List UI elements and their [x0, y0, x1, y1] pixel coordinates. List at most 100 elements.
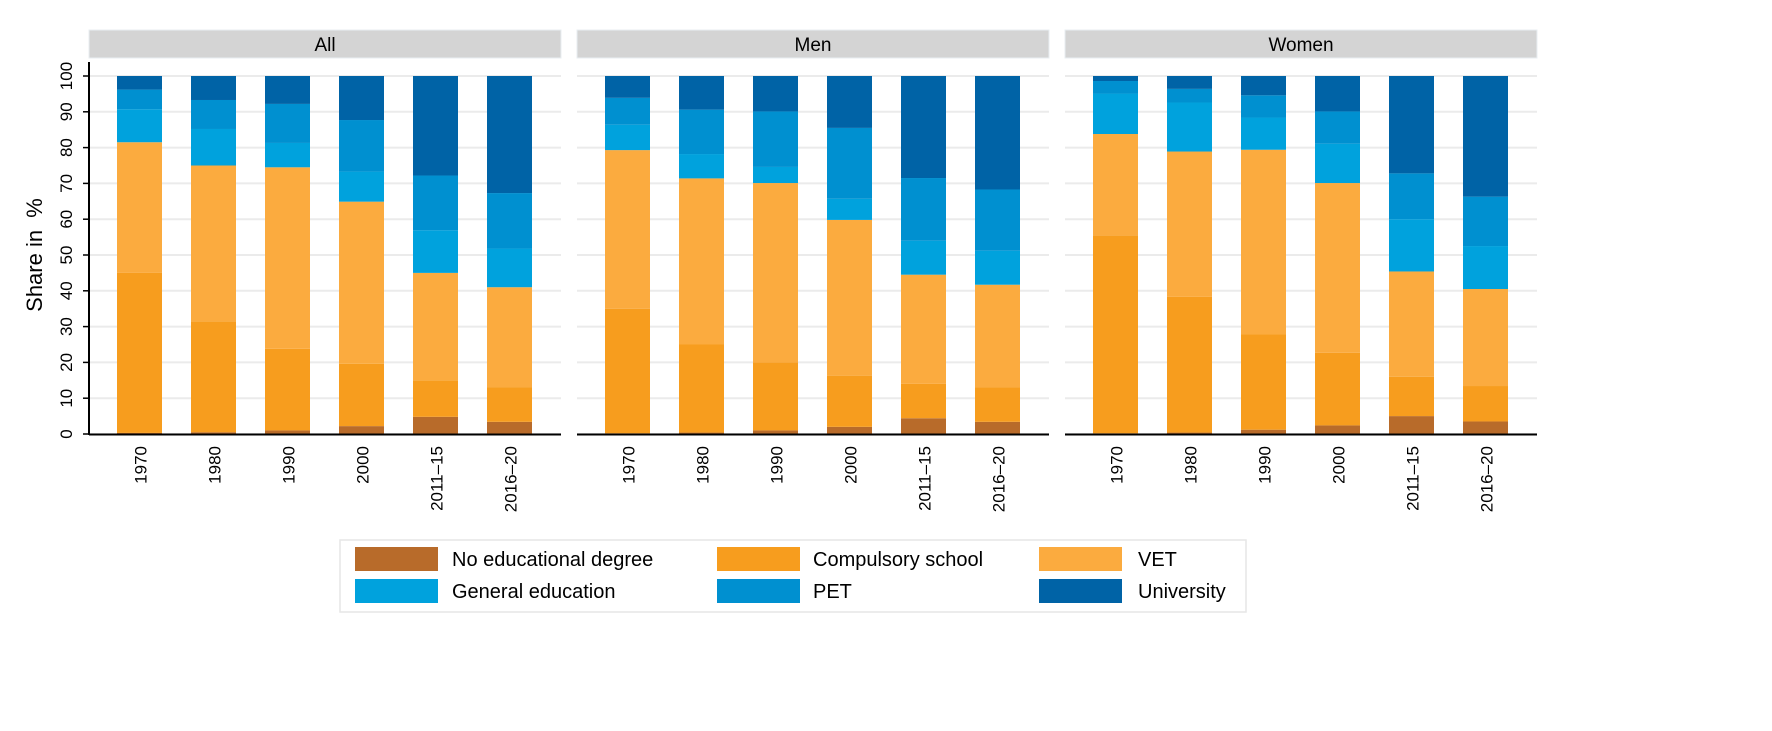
x-tick-label: 1980	[206, 446, 225, 484]
y-tick-label: 80	[57, 138, 76, 157]
bar-segment-general-education	[605, 124, 650, 151]
legend-label: VET	[1138, 549, 1177, 571]
bar-segment-pet	[1463, 196, 1508, 247]
bar-segment-no-educational-degree	[901, 418, 946, 434]
legend-label: Compulsory school	[813, 549, 983, 571]
bar-segment-no-educational-degree	[753, 430, 798, 434]
legend-item: VET	[1039, 547, 1177, 571]
bar-segment-general-education	[339, 171, 384, 202]
bar-segment-vet	[339, 201, 384, 364]
panel-women: Women 1970 1980 1990 2000 2011–15 2016–20	[1064, 29, 1538, 512]
bar-segment-pet	[117, 89, 162, 110]
bar-segment-compulsory-school	[339, 363, 384, 427]
panel-all: All 1970 1980 1990 2000 2011–15 2016–20	[88, 29, 562, 512]
bar-segment-pet	[487, 193, 532, 249]
bar-segment-no-educational-degree	[1463, 421, 1508, 434]
bar-segment-vet	[1167, 151, 1212, 297]
bar-segment-general-education	[901, 240, 946, 275]
bar-segment-university	[339, 76, 384, 121]
x-tick-label: 2000	[354, 446, 373, 484]
bar-segment-pet	[1241, 95, 1286, 118]
x-tick-label: 1970	[132, 446, 151, 484]
bar-segment-university	[265, 76, 310, 104]
bar-segment-university	[487, 76, 532, 194]
bar-segment-no-educational-degree	[679, 432, 724, 434]
bar-segment-pet	[339, 120, 384, 172]
x-tick-label: 2011–15	[1404, 446, 1423, 511]
legend-item: No educational degree	[355, 547, 653, 571]
bar-segment-compulsory-school	[191, 321, 236, 433]
bar-segment-no-educational-degree	[975, 421, 1020, 434]
bar-segment-general-education	[975, 250, 1020, 285]
panel-strip	[1064, 29, 1538, 59]
y-tick-label: 90	[57, 102, 76, 121]
bar-segment-vet	[679, 178, 724, 345]
legend-swatch	[717, 547, 800, 571]
y-tick-label: 70	[57, 174, 76, 193]
x-tick-label: 2000	[842, 446, 861, 484]
bar-segment-pet	[901, 178, 946, 241]
bar-segment-university	[1241, 76, 1286, 96]
bar-segment-compulsory-school	[753, 362, 798, 431]
bar-segment-vet	[1093, 133, 1138, 236]
bar-segment-vet	[901, 274, 946, 384]
bar-segment-pet	[975, 189, 1020, 251]
bar-segment-university	[1463, 76, 1508, 197]
panels: All 1970 1980 1990 2000 2011–15 2016–20 Men 1970…	[88, 29, 1538, 512]
bar-segment-compulsory-school	[413, 380, 458, 417]
x-tick-label: 1970	[620, 446, 639, 484]
x-tick-label: 1980	[694, 446, 713, 484]
x-tick-label: 1990	[768, 446, 787, 484]
bar-segment-compulsory-school	[1167, 296, 1212, 433]
y-tick-label: 30	[57, 317, 76, 336]
bar-segment-no-educational-degree	[1389, 416, 1434, 434]
bar-segment-pet	[191, 99, 236, 129]
y-tick-label: 10	[57, 389, 76, 408]
bar-segment-compulsory-school	[117, 272, 162, 433]
legend-item: Compulsory school	[717, 547, 983, 571]
bar-segment-vet	[1389, 271, 1434, 377]
x-tick-label: 2000	[1330, 446, 1349, 484]
bar-segment-pet	[1167, 88, 1212, 103]
bar-segment-pet	[413, 175, 458, 231]
x-tick-label: 2016–20	[1478, 446, 1497, 512]
bar-segment-vet	[487, 287, 532, 388]
bar-segment-general-education	[487, 248, 532, 288]
panel-title: Men	[795, 35, 832, 56]
bar-segment-vet	[1315, 183, 1360, 353]
bar-segment-university	[117, 76, 162, 90]
x-tick-label: 1990	[280, 446, 299, 484]
bar-segment-compulsory-school	[605, 308, 650, 434]
bar-segment-university	[605, 76, 650, 98]
legend-label: University	[1138, 581, 1226, 603]
y-tick-label: 20	[57, 353, 76, 372]
bar-segment-compulsory-school	[1389, 376, 1434, 417]
bar-segment-no-educational-degree	[827, 426, 872, 434]
bar-segment-general-education	[1315, 143, 1360, 184]
bar-segment-general-education	[1167, 102, 1212, 152]
bar-segment-pet	[1389, 173, 1434, 220]
bar-segment-general-education	[753, 166, 798, 184]
bar-segment-general-education	[1389, 219, 1434, 272]
bar-segment-pet	[1093, 81, 1138, 94]
bar-segment-vet	[605, 150, 650, 309]
bar-segment-no-educational-degree	[1167, 432, 1212, 434]
legend-swatch	[717, 579, 800, 603]
bar-segment-general-education	[1093, 93, 1138, 134]
bar-segment-no-educational-degree	[265, 430, 310, 434]
x-tick-label: 2016–20	[502, 446, 521, 512]
panel-men: Men 1970 1980 1990 2000 2011–15 2016–20	[576, 29, 1050, 512]
legend: No educational degree Compulsory school VE…	[339, 539, 1247, 613]
bar-segment-compulsory-school	[265, 348, 310, 431]
bar-segment-university	[1389, 76, 1434, 174]
legend-swatch	[1039, 547, 1122, 571]
bar-segment-compulsory-school	[1241, 334, 1286, 430]
bar-segment-university	[975, 76, 1020, 190]
y-axis: 0 10 20 30 40 50 60 70 80 90 100	[57, 62, 90, 439]
bar-segment-pet	[605, 97, 650, 125]
bar-segment-university	[901, 76, 946, 179]
x-tick-label: 2016–20	[990, 446, 1009, 512]
bar-segment-no-educational-degree	[1315, 425, 1360, 434]
bar-segment-university	[1093, 76, 1138, 82]
